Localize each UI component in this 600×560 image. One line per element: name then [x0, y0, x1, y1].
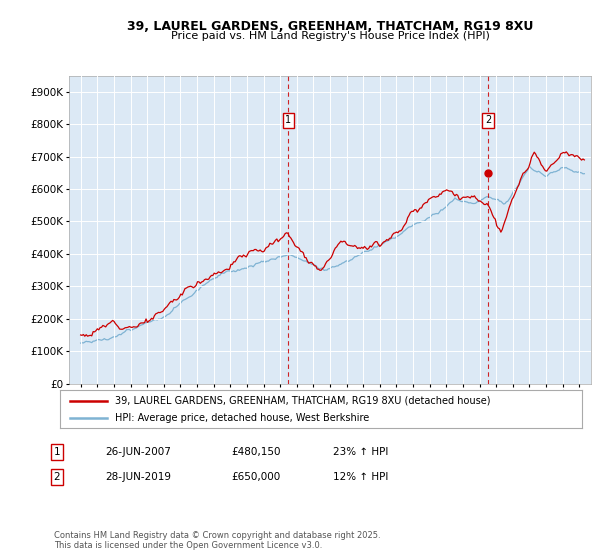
Text: 26-JUN-2007: 26-JUN-2007	[105, 447, 171, 457]
Text: 1: 1	[286, 115, 292, 125]
Text: 2: 2	[53, 472, 61, 482]
Text: £480,150: £480,150	[231, 447, 281, 457]
Text: 2: 2	[485, 115, 491, 125]
Text: £650,000: £650,000	[231, 472, 280, 482]
Text: 23% ↑ HPI: 23% ↑ HPI	[333, 447, 388, 457]
Text: 1: 1	[53, 447, 61, 457]
Text: Contains HM Land Registry data © Crown copyright and database right 2025.
This d: Contains HM Land Registry data © Crown c…	[54, 530, 380, 550]
Text: Price paid vs. HM Land Registry's House Price Index (HPI): Price paid vs. HM Land Registry's House …	[170, 31, 490, 41]
Text: 28-JUN-2019: 28-JUN-2019	[105, 472, 171, 482]
Text: HPI: Average price, detached house, West Berkshire: HPI: Average price, detached house, West…	[115, 413, 369, 423]
Text: 39, LAUREL GARDENS, GREENHAM, THATCHAM, RG19 8XU (detached house): 39, LAUREL GARDENS, GREENHAM, THATCHAM, …	[115, 395, 490, 405]
Text: 12% ↑ HPI: 12% ↑ HPI	[333, 472, 388, 482]
Text: 39, LAUREL GARDENS, GREENHAM, THATCHAM, RG19 8XU: 39, LAUREL GARDENS, GREENHAM, THATCHAM, …	[127, 20, 533, 32]
